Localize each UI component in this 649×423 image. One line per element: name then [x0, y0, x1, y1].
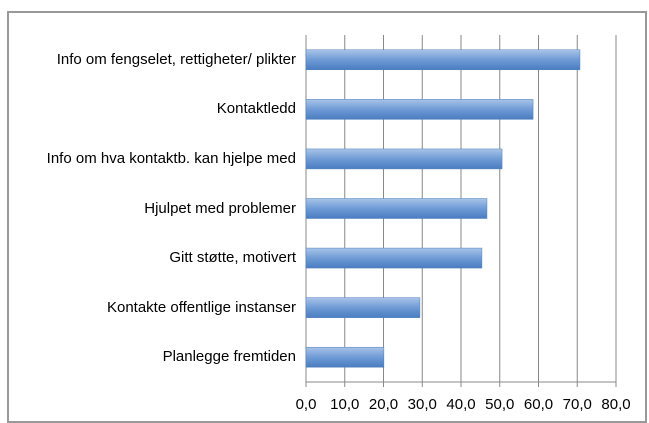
x-tick-label: 50,0 [485, 396, 514, 413]
y-tick-label-box: Kontaktledd [10, 84, 296, 134]
bar [305, 247, 483, 269]
x-tick-label: 40,0 [446, 396, 475, 413]
frame [7, 11, 647, 423]
x-tick-label: 60,0 [524, 396, 553, 413]
bar [305, 346, 385, 368]
bar [305, 148, 503, 170]
y-tick-label: Info om hva kontaktb. kan hjelpe med [46, 149, 296, 167]
bar [305, 297, 421, 318]
x-tick-label: 0,0 [296, 396, 317, 413]
y-tick-label-box: Gitt støtte, motivert [10, 233, 296, 283]
y-tick-label: Kontaktledd [216, 100, 296, 118]
y-tick-label: Info om fengselet, rettigheter/ plikter [56, 50, 296, 68]
bar [305, 49, 581, 71]
y-tick-label-box: Kontakte offentlige instanser [10, 283, 296, 333]
y-tick-label: Planlegge fremtiden [162, 348, 296, 366]
y-tick-label-box: Info om hva kontaktb. kan hjelpe med [10, 134, 296, 184]
bar [305, 99, 534, 120]
x-tick-label: 10,0 [330, 396, 359, 413]
y-tick-label: Kontakte offentlige instanser [106, 298, 296, 316]
y-tick-label: Hjulpet med problemer [144, 199, 296, 217]
y-tick-label-box: Info om fengselet, rettigheter/ plikter [10, 35, 296, 85]
x-tick-label: 80,0 [601, 396, 630, 413]
y-tick-label-box: Planlegge fremtiden [10, 332, 296, 382]
y-tick-label: Gitt støtte, motivert [169, 249, 296, 267]
x-tick-label: 70,0 [563, 396, 592, 413]
x-tick-label: 20,0 [369, 396, 398, 413]
bar [305, 198, 488, 219]
y-tick-label-box: Hjulpet med problemer [10, 184, 296, 234]
x-tick-label: 30,0 [408, 396, 437, 413]
